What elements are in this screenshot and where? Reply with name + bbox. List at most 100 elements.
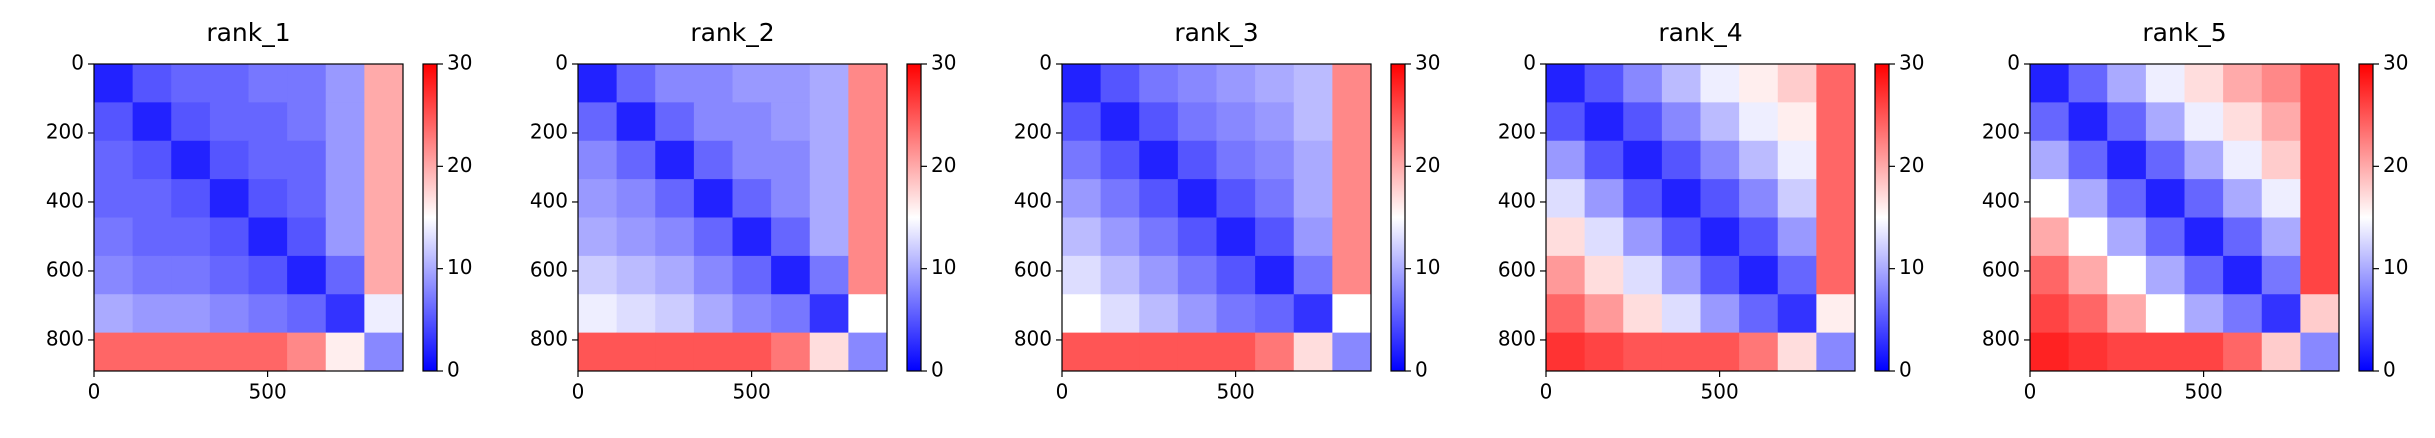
heatmap-cell (287, 64, 327, 103)
heatmap-cell (1332, 140, 1372, 180)
heatmap-cell (732, 217, 772, 257)
heatmap-cell (732, 294, 772, 334)
colorbar-tick-label: 30 (447, 51, 472, 75)
heatmap-cell (1139, 255, 1179, 295)
heatmap-cell (2261, 140, 2301, 180)
heatmap-cell (364, 64, 404, 103)
heatmap-cell (1584, 332, 1624, 372)
heatmap-cell (578, 255, 618, 295)
heatmap-cell (2068, 64, 2108, 103)
heatmap-cell (2300, 255, 2340, 295)
heatmap-cell (732, 332, 772, 372)
heatmap-cell (1332, 102, 1372, 142)
heatmap-cell (693, 179, 733, 218)
colorbar (1874, 63, 1890, 372)
heatmap-cell (1623, 255, 1663, 295)
heatmap-cell (616, 179, 656, 218)
heatmap-cell (94, 217, 134, 257)
x-tick-label: 0 (572, 380, 585, 404)
heatmap-cell (1100, 332, 1140, 372)
y-tick-label: 200 (1014, 119, 1052, 143)
heatmap-cell (655, 294, 695, 334)
heatmap-cell (171, 332, 211, 372)
heatmap-cell (1739, 179, 1779, 218)
heatmap-cell (248, 179, 288, 218)
heatmap-cell (2030, 332, 2070, 372)
heatmap-cell (848, 255, 888, 295)
heatmap-cell (325, 294, 365, 334)
heatmap-cell (132, 102, 172, 142)
heatmap-cell (364, 102, 404, 142)
heatmap-cell (1062, 102, 1102, 142)
heatmap-cell (1661, 179, 1701, 218)
axes-frame (93, 63, 404, 372)
heatmap-cell (1816, 64, 1856, 103)
heatmap-cell (2223, 294, 2263, 334)
heatmap-cell (1777, 294, 1817, 334)
heatmap-cell (1584, 294, 1624, 334)
heatmap-cell (1584, 179, 1624, 218)
heatmap-cell (287, 102, 327, 142)
heatmap-cell (1546, 64, 1586, 103)
heatmap-cell (94, 102, 134, 142)
heatmap-cell (771, 294, 811, 334)
heatmap-cell (2107, 294, 2147, 334)
heatmap-cell (1777, 179, 1817, 218)
heatmap-cell (2300, 102, 2340, 142)
heatmap-cell (1216, 332, 1256, 372)
heatmap-cell (209, 294, 249, 334)
heatmap-cell (1700, 255, 1740, 295)
heatmap-cell (732, 140, 772, 180)
heatmap-cell (1546, 179, 1586, 218)
heatmap-cell (2030, 102, 2070, 142)
heatmap-cell (171, 140, 211, 180)
heatmap-cell (287, 294, 327, 334)
heatmap-cell (2223, 179, 2263, 218)
heatmap-cell (2223, 64, 2263, 103)
heatmap-cell (1332, 217, 1372, 257)
y-tick-label: 800 (1982, 326, 2020, 350)
heatmap-cell (2261, 332, 2301, 372)
heatmap-cell (616, 102, 656, 142)
colorbar-tick-label: 10 (447, 255, 472, 279)
heatmap-cell (1623, 294, 1663, 334)
heatmap-cell (771, 179, 811, 218)
heatmap-cell (1139, 332, 1179, 372)
axes-frame (577, 63, 888, 372)
heatmap-cell (209, 255, 249, 295)
heatmap-cell (2223, 140, 2263, 180)
heatmap-cell (1062, 217, 1102, 257)
y-tick-label: 200 (1982, 119, 2020, 143)
heatmap-cell (248, 64, 288, 103)
heatmap-cell (1293, 179, 1333, 218)
y-tick-label: 0 (2007, 51, 2020, 75)
heatmap-cell (2223, 102, 2263, 142)
heatmap-cell (248, 140, 288, 180)
heatmap-cell (1623, 102, 1663, 142)
heatmap-cell (1177, 64, 1217, 103)
y-tick-label: 0 (71, 51, 84, 75)
heatmap-cell (1100, 255, 1140, 295)
chart-title: rank_2 (690, 18, 774, 47)
heatmap-cell (171, 179, 211, 218)
heatmap-cell (1661, 217, 1701, 257)
heatmap-cell (1777, 217, 1817, 257)
heatmap-cell (2145, 64, 2185, 103)
heatmap-cell (1661, 64, 1701, 103)
heatmap-cell (1777, 102, 1817, 142)
heatmap-cell (1584, 64, 1624, 103)
heatmap-cell (771, 140, 811, 180)
heatmap-cell (1816, 140, 1856, 180)
heatmap-cell (578, 140, 618, 180)
heatmap-cell (1100, 140, 1140, 180)
heatmap-cell (1661, 294, 1701, 334)
heatmap-cell (809, 332, 849, 372)
heatmap-cell (132, 255, 172, 295)
heatmap-cell (1062, 332, 1102, 372)
heatmap-cell (1739, 140, 1779, 180)
heatmap-cell (1623, 217, 1663, 257)
heatmap-cell (2300, 294, 2340, 334)
axes-frame (2029, 63, 2340, 372)
heatmap-cell (325, 179, 365, 218)
heatmap-cell (2184, 140, 2224, 180)
